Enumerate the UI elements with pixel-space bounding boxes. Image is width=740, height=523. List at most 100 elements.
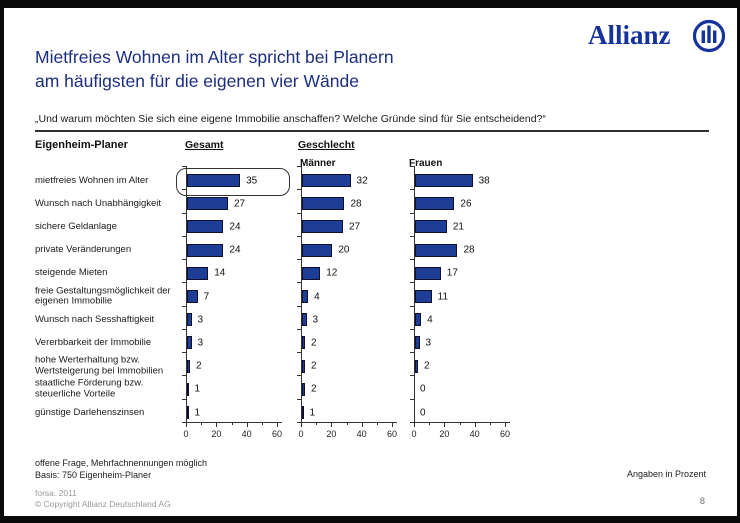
x-axis-tick-label: 0 bbox=[183, 429, 189, 439]
x-axis-tick-label: 60 bbox=[499, 429, 511, 439]
bar-value-label: 32 bbox=[356, 175, 368, 186]
bar-value-label: 28 bbox=[463, 244, 475, 256]
y-axis-tick bbox=[182, 352, 186, 354]
bar-value-label: 14 bbox=[214, 267, 226, 279]
x-axis-tick-label: 0 bbox=[411, 429, 417, 439]
y-axis-tick bbox=[410, 235, 414, 237]
page-number: 8 bbox=[699, 496, 705, 507]
y-axis-tick bbox=[410, 328, 414, 330]
bar-value-label: 3 bbox=[197, 314, 204, 326]
x-axis-tick-label: 60 bbox=[386, 429, 398, 439]
x-axis-major-tick bbox=[392, 422, 393, 427]
bar bbox=[302, 197, 345, 211]
bar-value-label: 2 bbox=[311, 360, 317, 372]
bar bbox=[415, 243, 458, 257]
bar bbox=[187, 290, 198, 303]
x-axis-tick-label: 20 bbox=[211, 429, 222, 439]
bar bbox=[415, 174, 473, 187]
bar-value-label: 26 bbox=[460, 198, 472, 210]
y-axis-tick bbox=[297, 212, 301, 214]
y-axis-tick bbox=[297, 328, 301, 330]
bar bbox=[302, 243, 333, 257]
y-axis-line bbox=[186, 166, 187, 422]
bar bbox=[302, 313, 307, 327]
y-axis-tick bbox=[410, 375, 414, 377]
bar-value-label: 2 bbox=[196, 360, 202, 372]
x-axis-tick-label: 20 bbox=[326, 429, 337, 439]
y-axis-tick bbox=[182, 328, 186, 330]
bar-value-label: 20 bbox=[338, 244, 350, 256]
x-axis-major-tick bbox=[301, 422, 302, 427]
bar bbox=[415, 197, 455, 211]
bar-value-label: 1 bbox=[309, 407, 316, 418]
page-title-line2: am häufigsten für die eigenen vier Wände bbox=[35, 71, 359, 91]
category-label: steigende Mieten bbox=[35, 267, 108, 279]
page-title: Mietfreies Wohnen im Alter spricht bei P… bbox=[35, 45, 394, 93]
x-axis-tick-label: 40 bbox=[356, 429, 367, 439]
y-axis-tick bbox=[182, 259, 186, 261]
header-divider-line bbox=[35, 130, 709, 132]
x-axis-tick-label: 40 bbox=[469, 429, 480, 439]
x-axis-minor-tick bbox=[316, 422, 318, 425]
footnote: offene Frage, Mehrfachnennungen möglich … bbox=[35, 458, 207, 481]
bar bbox=[187, 359, 191, 373]
bar bbox=[302, 174, 351, 187]
y-axis-tick bbox=[297, 375, 301, 377]
x-axis-minor-tick bbox=[346, 422, 348, 425]
bar-value-label: 35 bbox=[246, 175, 258, 186]
bar bbox=[415, 313, 422, 327]
y-axis-tick bbox=[410, 352, 414, 354]
bar-value-label: 24 bbox=[229, 221, 241, 233]
x-axis-major-tick bbox=[414, 422, 415, 427]
bar-value-label: 4 bbox=[314, 291, 320, 302]
category-label: Wunsch nach Unabhängigkeit bbox=[35, 197, 162, 209]
column-header-maenner: Männer bbox=[300, 158, 336, 169]
source-label: forsa. 2011 bbox=[35, 488, 77, 498]
x-axis-major-tick bbox=[474, 422, 476, 427]
y-axis-tick bbox=[410, 282, 414, 284]
footnote-line1: offene Frage, Mehrfachnennungen möglich bbox=[35, 458, 207, 468]
highlight-ring-gesamt-top-bar bbox=[176, 168, 290, 196]
y-axis-tick bbox=[410, 212, 414, 214]
x-axis-minor-tick bbox=[231, 422, 233, 425]
y-axis-tick bbox=[182, 212, 186, 214]
y-axis-tick bbox=[182, 375, 186, 377]
bar-value-label: 3 bbox=[425, 337, 432, 349]
bar-value-label: 27 bbox=[348, 221, 361, 233]
allianz-logo-text: Allianz bbox=[588, 20, 671, 50]
x-axis-minor-tick bbox=[261, 422, 263, 425]
bar bbox=[187, 406, 189, 419]
y-axis-tick bbox=[297, 398, 301, 400]
y-axis-line bbox=[414, 166, 415, 422]
bar-value-label: 3 bbox=[312, 314, 319, 326]
y-axis-tick bbox=[182, 282, 186, 284]
survey-question: „Und warum möchten Sie sich eine eigene … bbox=[35, 113, 546, 125]
footnote-line2: Basis: 750 Eigenheim-Planer bbox=[35, 469, 152, 480]
bar bbox=[302, 382, 306, 396]
bar bbox=[187, 243, 224, 257]
bar bbox=[302, 336, 306, 350]
bar-value-label: 3 bbox=[197, 337, 204, 349]
y-axis-tick bbox=[182, 398, 186, 400]
bar-value-label: 27 bbox=[233, 198, 246, 210]
category-label: günstige Darlehenszinsen bbox=[35, 406, 145, 418]
y-axis-line bbox=[301, 166, 302, 422]
x-axis-major-tick bbox=[331, 422, 333, 427]
bar bbox=[415, 336, 420, 350]
y-axis-tick bbox=[297, 282, 301, 284]
bar-value-label: 24 bbox=[229, 244, 241, 256]
unit-note: Angaben in Prozent bbox=[626, 469, 706, 479]
y-axis-tick bbox=[410, 259, 414, 261]
bar-value-label: 0 bbox=[420, 383, 426, 395]
y-axis-tick bbox=[297, 259, 301, 261]
x-axis-major-tick bbox=[277, 422, 278, 427]
bar bbox=[187, 382, 189, 396]
bar-value-label: 1 bbox=[194, 383, 201, 395]
bar-value-label: 4 bbox=[427, 314, 433, 326]
bar bbox=[187, 220, 224, 234]
x-axis-tick-label: 0 bbox=[298, 429, 304, 439]
chart-group-label: Eigenheim-Planer bbox=[35, 139, 128, 151]
presentation-slide: Allianz Mietfreies Wohnen im Alter spric… bbox=[4, 8, 737, 516]
bar-value-label: 21 bbox=[452, 221, 464, 233]
x-axis-major-tick bbox=[246, 422, 248, 427]
